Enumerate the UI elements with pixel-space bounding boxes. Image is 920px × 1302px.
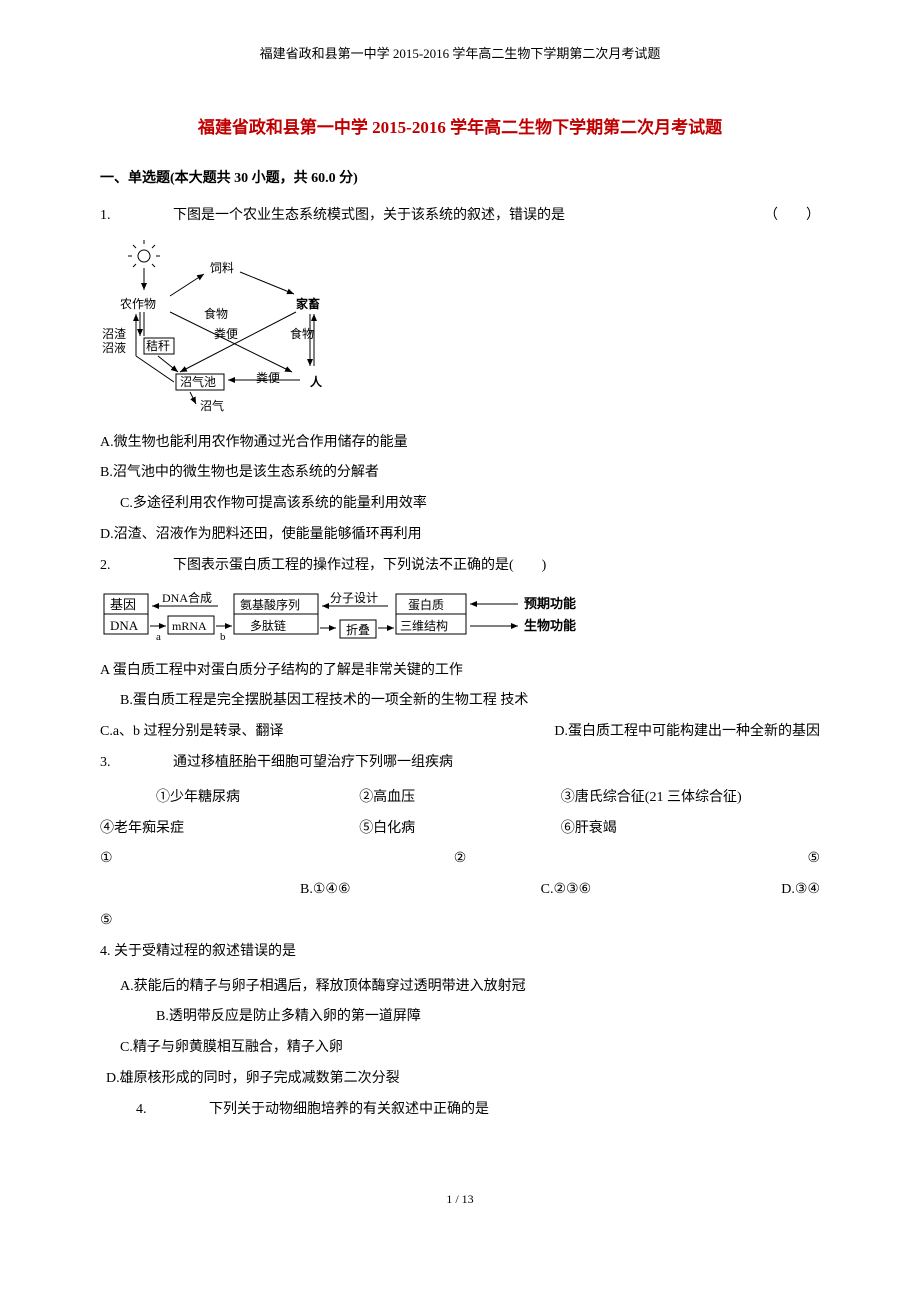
d2-a: a (156, 631, 161, 643)
d2-pep: 多肽链 (250, 618, 286, 633)
q4a-stem-line: 4. 关于受精过程的叙述错误的是 (100, 937, 820, 968)
q4a-number: 4. (100, 944, 111, 959)
q3-i1: ①少年糖尿病 (100, 783, 359, 814)
q1-opt-a: A.微生物也能利用农作物通过光合作用储存的能量 (100, 428, 820, 459)
q3-i6: ⑥肝衰竭 (561, 814, 820, 845)
document-title: 福建省政和县第一中学 2015-2016 学年高二生物下学期第二次月考试题 (100, 109, 820, 146)
q3-sym-1: ① (100, 844, 113, 875)
page-footer: 1 / 13 (100, 1186, 820, 1212)
d2-dnasyn: DNA合成 (162, 590, 212, 605)
q3-i5: ⑤白化病 (359, 814, 561, 845)
q4a-opt-b: B.透明带反应是防止多精入卵的第一道屏障 (100, 1002, 820, 1033)
q1-diagram: 农作物 饲料 家畜 食物 秸秆 沼渣 沼液 粪便 食物 沼气池 粪便 人 沼气 (100, 238, 820, 418)
q1-paren: （ ） (764, 201, 820, 232)
q3-i4: ④老年痴呆症 (100, 814, 359, 845)
d1-straw: 秸秆 (146, 339, 170, 353)
d2-biofunc: 生物功能 (524, 618, 576, 633)
q3-sym-5: ⑤ (807, 844, 820, 875)
q3-symbol-row: ① ② ⑤ (100, 844, 820, 875)
d1-food-top: 食物 (204, 306, 228, 321)
q3-opt-b: B.①④⑥ (300, 875, 351, 906)
q4a-opt-a: A.获能后的精子与卵子相遇后，释放顶体酶穿过透明带进入放射冠 (100, 972, 820, 1003)
q2-opt-b: B.蛋白质工程是完全摆脱基因工程技术的一项全新的生物工程 技术 (100, 686, 820, 717)
d1-biogas: 沼气 (200, 398, 224, 413)
q1-stem-line: 1. 下图是一个农业生态系统模式图，关于该系统的叙述，错误的是 （ ） (100, 201, 820, 232)
q2-stem: 下图表示蛋白质工程的操作过程，下列说法不正确的是( ) (173, 558, 546, 573)
d2-aa: 氨基酸序列 (240, 597, 300, 612)
d2-mrna: mRNA (172, 619, 207, 633)
q4a-opt-c: C.精子与卵黄膜相互融合，精子入卵 (100, 1033, 820, 1064)
q3-opts-row: B.①④⑥ C.②③⑥ D.③④ (100, 875, 820, 906)
q2-number: 2. (100, 551, 136, 582)
q3-i2: ②高血压 (359, 783, 561, 814)
q3-trail-5: ⑤ (100, 906, 820, 937)
q1-opt-b: B.沼气池中的微生物也是该生态系统的分解者 (100, 458, 820, 489)
q3-number: 3. (100, 748, 136, 779)
q1-opt-c: C.多途径利用农作物可提高该系统的能量利用效率 (100, 489, 820, 520)
d1-livestock: 家畜 (296, 296, 320, 311)
d2-expfunc: 预期功能 (524, 596, 576, 611)
q2-opt-c: C.a、b 过程分别是转录、翻译 (100, 717, 284, 748)
q4b-stem: 下列关于动物细胞培养的有关叙述中正确的是 (209, 1102, 489, 1117)
d1-resid2: 沼液 (102, 340, 126, 355)
d2-dna: DNA (110, 618, 139, 633)
d2-design: 分子设计 (330, 591, 378, 605)
section-1-header: 一、单选题(本大题共 30 小题，共 60.0 分) (100, 164, 820, 195)
q3-i3: ③唐氏综合征(21 三体综合征) (561, 783, 820, 814)
q1-opt-d: D.沼渣、沼液作为肥料还田，使能量能够循环再利用 (100, 520, 820, 551)
q2-opt-a: A 蛋白质工程中对蛋白质分子结构的了解是非常关键的工作 (100, 656, 820, 687)
q2-diagram: 基因 DNA DNA合成 a mRNA b 氨基酸序列 多肽链 分子设计 折叠 … (100, 588, 820, 646)
q4a-stem: 关于受精过程的叙述错误的是 (114, 944, 296, 959)
q3-opt-d: D.③④ (781, 875, 820, 906)
d2-b: b (220, 631, 226, 643)
q3-opt-c: C.②③⑥ (541, 875, 592, 906)
page-header: 福建省政和县第一中学 2015-2016 学年高二生物下学期第二次月考试题 (100, 40, 820, 69)
d1-feed: 饲料 (210, 261, 234, 275)
q3-stem-line: 3. 通过移植胚胎干细胞可望治疗下列哪一组疾病 (100, 748, 820, 779)
d1-pool: 沼气池 (180, 374, 216, 389)
d2-fold: 折叠 (346, 622, 370, 637)
d1-manure-top: 粪便 (214, 327, 238, 341)
d2-gene: 基因 (110, 597, 136, 612)
d1-crop: 农作物 (120, 297, 156, 311)
q4a-opt-d: D.雄原核形成的同时，卵子完成减数第二次分裂 (100, 1064, 820, 1095)
d2-prot: 蛋白质 (408, 597, 444, 612)
q4b-number: 4. (136, 1095, 172, 1126)
d1-manure-bot: 粪便 (256, 371, 280, 385)
q1-stem: 下图是一个农业生态系统模式图，关于该系统的叙述，错误的是 (173, 208, 565, 223)
d1-human: 人 (310, 374, 323, 389)
q1-number: 1. (100, 201, 136, 232)
q4b-stem-line: 4. 下列关于动物细胞培养的有关叙述中正确的是 (100, 1095, 820, 1126)
d2-struct: 三维结构 (400, 618, 448, 633)
q2-opt-cd-row: C.a、b 过程分别是转录、翻译 D.蛋白质工程中可能构建出一种全新的基因 (100, 717, 820, 748)
q3-items-row1: ①少年糖尿病 ②高血压 ③唐氏综合征(21 三体综合征) (100, 783, 820, 814)
d1-resid1: 沼渣 (102, 327, 126, 341)
q3-items-row2: ④老年痴呆症 ⑤白化病 ⑥肝衰竭 (100, 814, 820, 845)
q3-sym-2: ② (454, 844, 467, 875)
q3-stem: 通过移植胚胎干细胞可望治疗下列哪一组疾病 (173, 755, 453, 770)
q2-opt-d: D.蛋白质工程中可能构建出一种全新的基因 (554, 717, 820, 748)
q2-stem-line: 2. 下图表示蛋白质工程的操作过程，下列说法不正确的是( ) (100, 551, 820, 582)
